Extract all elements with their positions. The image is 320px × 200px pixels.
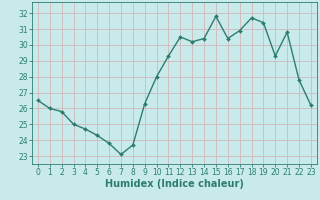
X-axis label: Humidex (Indice chaleur): Humidex (Indice chaleur) [105,179,244,189]
